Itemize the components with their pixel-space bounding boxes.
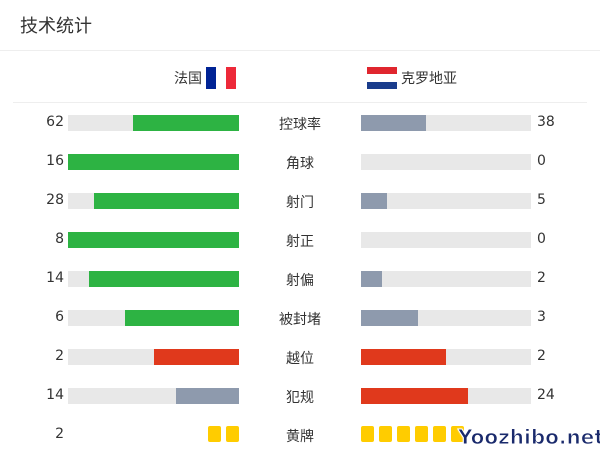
yellow-card-icon — [208, 426, 221, 442]
stat-label: 黄牌 — [286, 429, 314, 445]
stat-label: 射门 — [286, 195, 314, 211]
home-bar-fill — [93, 193, 239, 209]
home-yellow-cards — [208, 426, 239, 442]
home-team: 法国 — [174, 67, 236, 89]
divider — [13, 102, 587, 103]
away-value: 5 — [537, 192, 546, 208]
away-bar-fill — [361, 388, 469, 404]
home-value: 6 — [55, 309, 64, 325]
away-bar-fill — [361, 193, 387, 209]
away-bar-fill — [361, 310, 418, 326]
home-bar — [68, 310, 239, 326]
away-value: 0 — [537, 153, 546, 169]
home-bar-fill — [153, 349, 239, 365]
divider — [0, 50, 600, 51]
home-value: 8 — [55, 231, 64, 247]
home-bar — [68, 349, 239, 365]
home-team-name: 法国 — [174, 71, 202, 87]
home-bar-fill — [68, 232, 239, 248]
france-flag-icon — [206, 67, 236, 89]
home-bar — [68, 154, 239, 170]
home-value: 28 — [46, 192, 64, 208]
stat-row: 16 角球 0 — [0, 153, 600, 172]
yellow-card-icon — [433, 426, 446, 442]
yellow-card-icon — [415, 426, 428, 442]
stat-row: 28 射门 5 — [0, 192, 600, 211]
away-value: 2 — [537, 270, 546, 286]
away-bar — [361, 349, 531, 365]
page-title: 技术统计 — [20, 16, 92, 37]
home-value: 2 — [55, 348, 64, 364]
away-bar-fill — [361, 271, 383, 287]
home-bar — [68, 115, 239, 131]
stat-label: 射正 — [286, 234, 314, 250]
away-bar — [361, 271, 531, 287]
watermark: Yoozhibo.net — [458, 425, 600, 450]
away-value: 24 — [537, 387, 555, 403]
away-value: 3 — [537, 309, 546, 325]
home-value: 62 — [46, 114, 64, 130]
home-bar — [68, 232, 239, 248]
yellow-card-icon — [451, 426, 464, 442]
home-bar — [68, 388, 239, 404]
away-bar — [361, 310, 531, 326]
stat-row: 2 越位 2 — [0, 348, 600, 367]
home-bar-fill — [68, 154, 239, 170]
stat-label: 犯规 — [286, 390, 314, 406]
away-bar — [361, 115, 531, 131]
home-value: 16 — [46, 153, 64, 169]
away-team: 克罗地亚 — [367, 67, 457, 89]
home-bar — [68, 271, 239, 287]
stat-label: 射偏 — [286, 273, 314, 289]
home-value: 14 — [46, 270, 64, 286]
away-value: 2 — [537, 348, 546, 364]
stat-label: 越位 — [286, 351, 314, 367]
away-bar — [361, 388, 531, 404]
away-bar-fill — [361, 349, 446, 365]
home-bar-fill — [89, 271, 239, 287]
home-bar-fill — [125, 310, 239, 326]
home-value: 2 — [55, 426, 64, 442]
yellow-card-icon — [361, 426, 374, 442]
stat-label: 控球率 — [279, 117, 321, 133]
away-value: 38 — [537, 114, 555, 130]
stat-row-yellow-cards: 2 黄牌 — [0, 426, 600, 445]
away-bar-fill — [361, 115, 426, 131]
home-bar-fill — [132, 115, 239, 131]
stat-label: 角球 — [286, 156, 314, 172]
away-value: 0 — [537, 231, 546, 247]
away-team-name: 克罗地亚 — [401, 71, 457, 87]
stat-label: 被封堵 — [279, 312, 321, 328]
home-bar — [68, 193, 239, 209]
home-value: 14 — [46, 387, 64, 403]
away-bar — [361, 193, 531, 209]
stat-row: 14 犯规 24 — [0, 387, 600, 406]
yellow-card-icon — [226, 426, 239, 442]
stat-row: 14 射偏 2 — [0, 270, 600, 289]
stat-row: 8 射正 0 — [0, 231, 600, 250]
stat-row: 6 被封堵 3 — [0, 309, 600, 328]
stat-row: 62 控球率 38 — [0, 114, 600, 133]
away-bar — [361, 232, 531, 248]
croatia-flag-icon — [367, 67, 397, 89]
yellow-card-icon — [397, 426, 410, 442]
yellow-card-icon — [379, 426, 392, 442]
away-bar — [361, 154, 531, 170]
away-yellow-cards — [361, 426, 464, 442]
home-bar-fill — [176, 388, 239, 404]
